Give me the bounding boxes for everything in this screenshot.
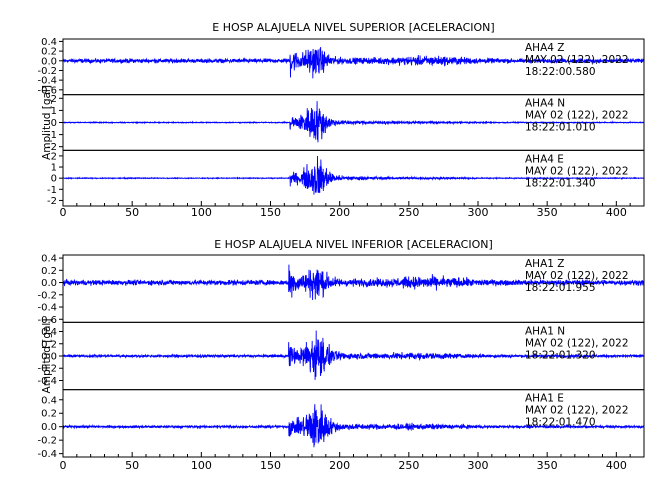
y-tick-label: -0.6 — [37, 85, 57, 96]
y-tick-label: 0 — [51, 174, 57, 185]
station-annotation: 18:22:00.580 — [525, 66, 596, 78]
x-tick-label: 50 — [125, 459, 139, 472]
x-tick-label: 400 — [606, 459, 627, 472]
station-annotation: 18:22:01.010 — [525, 122, 596, 134]
y-tick-label: 0.0 — [41, 56, 57, 67]
x-tick-label: 50 — [125, 206, 139, 219]
x-tick-label: 150 — [260, 459, 281, 472]
y-tick-label: -0.2 — [37, 290, 57, 301]
x-tick-label: 250 — [398, 459, 419, 472]
y-tick-label: 0.4 — [41, 37, 57, 48]
x-tick-label: 200 — [329, 459, 350, 472]
x-tick-label: 150 — [260, 206, 281, 219]
x-tick-label: 0 — [60, 459, 67, 472]
x-tick-label: 400 — [606, 206, 627, 219]
station-annotation: MAY 02 (122), 2022 — [525, 337, 629, 349]
panel-title: E HOSP ALAJUELA NIVEL INFERIOR [ACELERAC… — [214, 238, 493, 251]
y-tick-label: 0.4 — [41, 327, 57, 338]
y-tick-label: -2 — [47, 196, 57, 207]
station-annotation: AHA4 N — [525, 98, 565, 110]
y-tick-label: -0.4 — [37, 76, 57, 87]
y-tick-label: -0.6 — [37, 315, 57, 326]
station-annotation: AHA1 E — [525, 393, 564, 405]
x-tick-label: 250 — [398, 206, 419, 219]
y-tick-label: -1 — [47, 185, 57, 196]
station-annotation: AHA4 Z — [525, 42, 564, 54]
y-tick-label: -2 — [47, 142, 57, 153]
station-annotation: MAY 02 (122), 2022 — [525, 405, 629, 417]
waveform-line — [62, 330, 645, 380]
waveform-line — [62, 101, 645, 143]
y-tick-label: -0.2 — [37, 66, 57, 77]
y-tick-label: 0.0 — [41, 422, 57, 433]
x-tick-label: 350 — [537, 206, 558, 219]
y-tick-label: -0.4 — [37, 303, 57, 314]
station-annotation: 18:22:01.470 — [525, 417, 596, 429]
y-tick-label: 0.2 — [41, 266, 57, 277]
y-tick-label: 2 — [51, 94, 57, 105]
station-annotation: MAY 02 (122), 2022 — [525, 270, 629, 282]
station-annotation: 18:22:01.340 — [525, 177, 596, 189]
waveform-line — [62, 264, 645, 301]
y-tick-label: -0.4 — [37, 449, 57, 460]
y-tick-label: -0.4 — [37, 376, 57, 387]
panel-2: E HOSP ALAJUELA NIVEL INFERIOR [ACELERAC… — [37, 238, 645, 472]
x-tick-label: 350 — [537, 459, 558, 472]
y-tick-label: 0.0 — [41, 278, 57, 289]
y-tick-label: 1 — [51, 106, 57, 117]
y-tick-label: -0.2 — [37, 364, 57, 375]
waveform-line — [62, 46, 645, 79]
station-annotation: AHA1 N — [525, 325, 565, 337]
station-annotation: MAY 02 (122), 2022 — [525, 165, 629, 177]
y-tick-label: 0.2 — [41, 47, 57, 58]
panel-1: E HOSP ALAJUELA NIVEL SUPERIOR [ACELERAC… — [37, 21, 645, 219]
station-annotation: MAY 02 (122), 2022 — [525, 110, 629, 122]
station-annotation: 18:22:01.320 — [525, 349, 596, 361]
x-tick-label: 300 — [468, 459, 489, 472]
y-axis-label: Amplitud [gal] — [41, 85, 53, 160]
station-annotation: MAY 02 (122), 2022 — [525, 54, 629, 66]
y-tick-label: 0.0 — [41, 352, 57, 363]
panel-title: E HOSP ALAJUELA NIVEL SUPERIOR [ACELERAC… — [212, 21, 494, 34]
y-tick-label: 0.2 — [41, 339, 57, 350]
y-tick-label: 1 — [51, 163, 57, 174]
x-tick-label: 200 — [329, 206, 350, 219]
x-tick-label: 100 — [191, 459, 212, 472]
x-tick-label: 100 — [191, 206, 212, 219]
figure-layer: E HOSP ALAJUELA NIVEL SUPERIOR [ACELERAC… — [37, 21, 645, 472]
station-annotation: AHA1 Z — [525, 258, 564, 270]
y-tick-label: 2 — [51, 151, 57, 162]
y-tick-label: 0.2 — [41, 409, 57, 420]
x-tick-label: 0 — [60, 206, 67, 219]
station-annotation: 18:22:01.955 — [525, 282, 596, 294]
y-tick-label: 0 — [51, 118, 57, 129]
y-tick-label: 0.4 — [41, 395, 57, 406]
waveform-line — [62, 404, 645, 448]
station-annotation: AHA4 E — [525, 153, 564, 165]
x-tick-label: 300 — [468, 206, 489, 219]
y-tick-label: -0.2 — [37, 436, 57, 447]
waveform-line — [62, 156, 645, 195]
y-tick-label: -1 — [47, 130, 57, 141]
y-axis-label: Amplitud [gal] — [41, 319, 53, 394]
y-tick-label: 0.4 — [41, 254, 57, 265]
